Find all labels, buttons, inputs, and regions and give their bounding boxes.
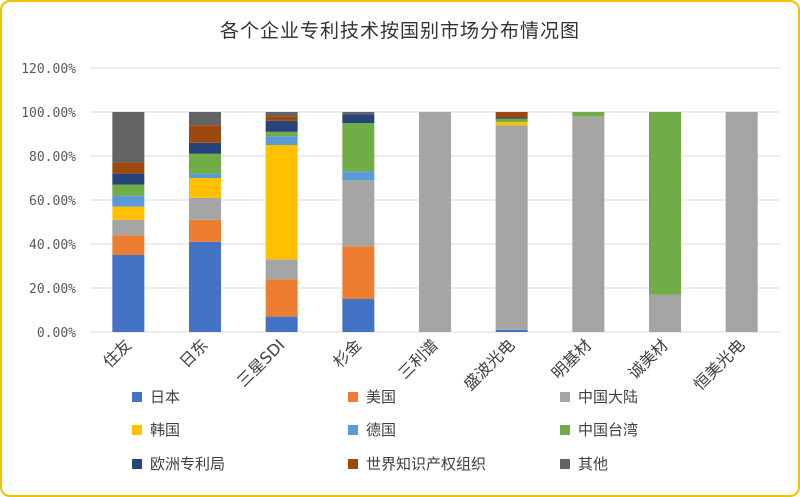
bar-segment	[342, 246, 375, 299]
bar-segment	[189, 173, 221, 178]
bar-segment	[649, 294, 681, 332]
bar-segment	[265, 112, 298, 117]
bar-segment	[572, 112, 605, 117]
x-tick-label: 诚美材	[624, 335, 671, 382]
bar-segment	[265, 316, 298, 332]
bar-segment	[342, 171, 375, 181]
bar-segment	[265, 131, 298, 137]
bar-segment	[189, 178, 221, 198]
bar-segment	[112, 235, 145, 255]
y-tick-label: 120.00%	[21, 62, 76, 77]
bar-segment	[265, 136, 298, 145]
y-tick-label: 100.00%	[21, 106, 76, 121]
bar-segment	[265, 116, 298, 121]
y-tick-label: 60.00%	[29, 194, 76, 209]
bar-segment	[189, 125, 221, 143]
bar-segment	[189, 219, 221, 242]
bar-segment	[495, 125, 528, 330]
bar-segment	[495, 329, 528, 332]
y-tick-label: 0.00%	[37, 326, 76, 341]
bar-segment	[495, 118, 528, 122]
bar-segment	[342, 299, 375, 332]
bar-segment	[189, 197, 221, 220]
bar-segment	[649, 112, 681, 295]
bar-segment	[112, 173, 145, 185]
bar-segment	[189, 112, 221, 126]
bar-segment	[112, 219, 145, 236]
bar-segment	[495, 117, 528, 119]
bar-segment	[342, 123, 375, 172]
bar-segment	[572, 116, 605, 333]
x-tick-label: 住友	[99, 335, 135, 371]
x-tick-label: 三利谱	[394, 335, 441, 382]
x-tick-label: 日东	[176, 335, 212, 371]
bar-segment	[112, 195, 145, 207]
bar-segment	[112, 255, 145, 332]
bar-segment	[265, 145, 298, 260]
bar-segment	[265, 279, 298, 317]
bar-segment	[112, 162, 145, 174]
x-tick-label: 明基材	[548, 335, 595, 382]
bar-segment	[725, 112, 758, 332]
bar-segment	[189, 241, 221, 332]
bar-segment	[342, 114, 375, 123]
bar-segment	[189, 142, 221, 154]
y-tick-label: 40.00%	[29, 238, 76, 253]
bar-segment	[265, 120, 298, 132]
bar-segment	[112, 206, 145, 220]
x-tick-label: 恒美光电	[690, 335, 749, 394]
bar-segment	[419, 112, 451, 332]
x-tick-label: 盛波光电	[460, 335, 519, 394]
bar-segment	[189, 153, 221, 174]
x-tick-label: 三星SDI	[233, 335, 288, 390]
chart-title: 各个企业专利技术按国别市场分布情况图	[219, 20, 580, 42]
bar-segment	[342, 180, 375, 247]
bar-segment	[495, 112, 528, 118]
bar-segment	[342, 112, 375, 115]
bar-segment	[265, 259, 298, 280]
bar-segment	[495, 121, 528, 126]
bar-segment	[112, 184, 145, 196]
bar-segment	[112, 112, 145, 163]
y-tick-label: 20.00%	[29, 282, 76, 297]
y-tick-label: 80.00%	[29, 150, 76, 165]
x-tick-label: 杉金	[329, 335, 365, 371]
